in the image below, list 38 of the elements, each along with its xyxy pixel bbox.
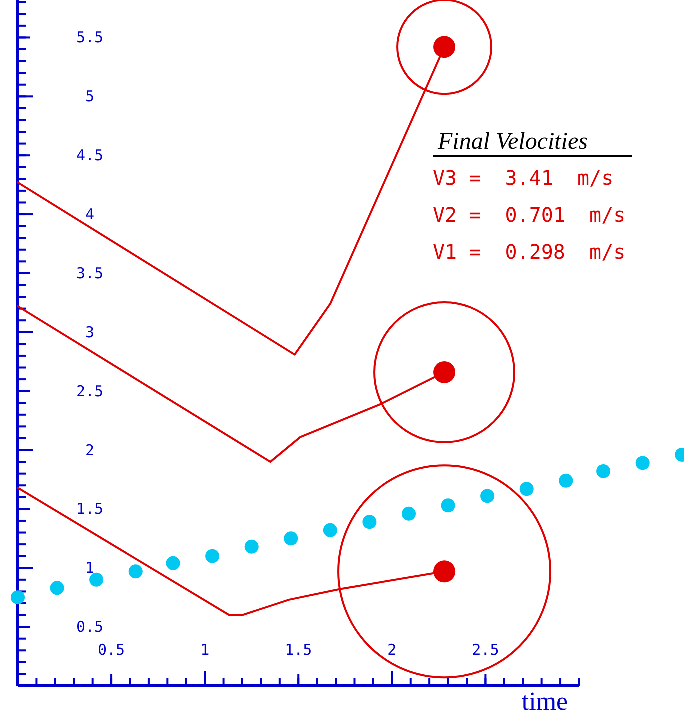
annotation: V1 = 0.298 m/s xyxy=(433,240,626,264)
x-tick-label: 1.5 xyxy=(285,641,312,659)
point xyxy=(480,489,495,504)
point xyxy=(128,564,143,579)
x-axis-title: time xyxy=(522,687,568,715)
y-tick-label: 4 xyxy=(85,206,95,224)
y-tick-label: 4.5 xyxy=(76,146,104,165)
point xyxy=(323,523,338,538)
point xyxy=(441,498,456,513)
point xyxy=(402,506,416,521)
annotation: V3 = 3.41 m/s xyxy=(433,166,614,190)
y-tick-label: 2.5 xyxy=(76,382,104,400)
point xyxy=(284,532,298,546)
y-tick-label: 2 xyxy=(85,441,95,460)
x-tick-label: 0.5 xyxy=(98,641,126,659)
x-tick-label: 2 xyxy=(388,641,397,659)
point xyxy=(11,590,25,605)
y-tick-label: 3.5 xyxy=(76,264,104,282)
y-tick-label: 5.5 xyxy=(76,28,104,47)
x-tick-label: 1 xyxy=(200,641,210,659)
y-tick-label: 1 xyxy=(85,559,95,578)
point xyxy=(166,556,180,570)
y-tick-label: 3 xyxy=(85,323,95,342)
point xyxy=(90,572,104,587)
point xyxy=(636,456,650,470)
point xyxy=(520,482,534,496)
point xyxy=(244,540,259,554)
point xyxy=(559,474,574,488)
point xyxy=(596,464,611,478)
y-tick-label: 5 xyxy=(85,88,95,106)
x-tick-label: 2.5 xyxy=(472,641,500,659)
annotation: V2 = 0.701 m/s xyxy=(433,203,626,227)
point xyxy=(206,549,220,564)
y-tick-label: 1.5 xyxy=(76,500,104,518)
point xyxy=(362,515,377,530)
y-tick-label: 0.5 xyxy=(76,618,104,636)
annotation: Final Velocities xyxy=(437,129,588,155)
point xyxy=(50,581,64,596)
